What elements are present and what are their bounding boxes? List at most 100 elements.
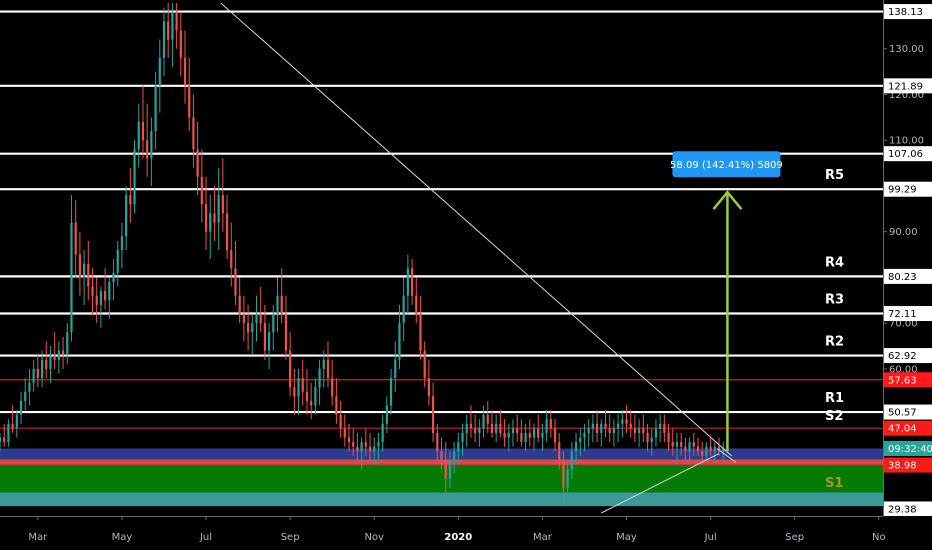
candle-body bbox=[591, 423, 594, 429]
price-tag-text: 50.57 bbox=[888, 408, 917, 419]
price-tag[interactable] bbox=[884, 441, 932, 457]
time-tick-label: Mar bbox=[28, 532, 48, 543]
candle-body bbox=[238, 295, 241, 315]
price-tag[interactable] bbox=[884, 4, 932, 20]
candle-body bbox=[469, 423, 473, 429]
time-axis[interactable]: Mar May Jul Sep Nov 2020 Mar May Jul Sep No bbox=[0, 516, 932, 550]
candle-body bbox=[436, 432, 439, 452]
level-label: R3 bbox=[825, 293, 844, 308]
candle-body bbox=[356, 446, 359, 452]
downtrend-line bbox=[220, 2, 732, 457]
candle-body bbox=[255, 314, 258, 324]
candle-body bbox=[82, 263, 86, 278]
projection-callout-text: 58.09 (142.41%) 5809 bbox=[670, 160, 783, 171]
candle-body bbox=[465, 423, 468, 433]
candle-body bbox=[659, 423, 662, 429]
candle-body bbox=[125, 195, 128, 237]
candle-body bbox=[209, 213, 212, 232]
candle-body bbox=[583, 432, 586, 438]
candle-body bbox=[242, 314, 245, 324]
candle-body bbox=[32, 368, 35, 383]
price-tag[interactable] bbox=[884, 268, 932, 284]
resistance-lines-layer bbox=[0, 10, 883, 414]
candle-body bbox=[406, 268, 409, 296]
price-tag-text: 47.04 bbox=[888, 424, 917, 435]
projection-layer[interactable]: 58.09 (142.41%) 5809 bbox=[670, 151, 783, 452]
candle-body bbox=[293, 387, 296, 397]
candle-body bbox=[108, 282, 111, 301]
price-tick-label: 130.00 bbox=[889, 44, 924, 55]
candle-body bbox=[322, 359, 325, 369]
price-tag[interactable] bbox=[884, 457, 932, 473]
candle-body bbox=[112, 272, 115, 283]
candle-body bbox=[137, 121, 140, 150]
candle-body bbox=[629, 423, 632, 429]
price-tag[interactable] bbox=[884, 372, 932, 388]
candle-body bbox=[377, 442, 380, 447]
candle-body bbox=[347, 437, 351, 443]
level-label-s1: S1 bbox=[825, 476, 843, 491]
price-tag[interactable] bbox=[884, 501, 932, 517]
candle-body bbox=[650, 437, 653, 443]
candle-body bbox=[335, 396, 338, 415]
trendline-layer bbox=[220, 2, 737, 514]
candle-body bbox=[617, 423, 620, 429]
uptrend-line bbox=[601, 453, 720, 514]
candle-body bbox=[15, 414, 18, 429]
candle-body bbox=[448, 460, 452, 479]
candle-body bbox=[268, 332, 271, 351]
candle-body bbox=[431, 396, 435, 433]
candle-body bbox=[183, 57, 187, 86]
candle-body bbox=[276, 295, 279, 315]
candle-body bbox=[553, 428, 557, 443]
price-tick-label: 120.00 bbox=[889, 90, 924, 101]
candle-body bbox=[339, 414, 342, 429]
candle-body bbox=[478, 428, 481, 433]
projection-callout[interactable] bbox=[672, 151, 781, 178]
price-tag[interactable] bbox=[884, 404, 932, 420]
price-tag-text: 29.38 bbox=[888, 504, 917, 515]
candle-body bbox=[284, 314, 288, 351]
candle-body bbox=[19, 400, 23, 415]
price-tag-text: 62.92 bbox=[888, 351, 917, 362]
candle-body bbox=[453, 451, 456, 461]
price-tag[interactable] bbox=[884, 348, 932, 364]
candle-body bbox=[654, 428, 658, 438]
candle-body bbox=[385, 405, 388, 424]
price-tag[interactable] bbox=[884, 306, 932, 322]
price-axis-bg bbox=[883, 0, 932, 516]
candle-body bbox=[360, 442, 363, 452]
price-tag[interactable] bbox=[884, 420, 932, 436]
candle-body bbox=[175, 12, 178, 31]
candle-body bbox=[49, 355, 52, 369]
candle-body bbox=[373, 446, 376, 452]
candle-body bbox=[579, 437, 582, 443]
candle-body bbox=[541, 432, 544, 438]
price-tag[interactable] bbox=[884, 146, 932, 162]
candle-body bbox=[692, 442, 695, 447]
price-tag[interactable] bbox=[884, 181, 932, 197]
time-tick-label: Sep bbox=[281, 532, 300, 543]
candle-body bbox=[364, 442, 367, 447]
candle-body bbox=[675, 442, 679, 447]
candle-body bbox=[104, 291, 107, 301]
candle-body bbox=[389, 378, 393, 406]
price-axis[interactable]: 130.00 120.00 110.00 90.00 70.00 60.00 138.13 1… bbox=[883, 0, 932, 517]
projection-arrow-head bbox=[712, 190, 743, 211]
zone-band bbox=[0, 465, 883, 493]
time-tick-label: May bbox=[616, 532, 637, 543]
price-tag[interactable] bbox=[884, 78, 932, 94]
candle-body bbox=[486, 414, 489, 424]
candle-body bbox=[150, 131, 153, 159]
candle-body bbox=[213, 213, 216, 223]
candle-body bbox=[537, 428, 540, 438]
level-label: R2 bbox=[825, 335, 844, 350]
candle-body bbox=[162, 21, 166, 58]
candle-body bbox=[352, 442, 355, 447]
time-tick-label: May bbox=[112, 532, 133, 543]
candles-layer bbox=[0, 3, 725, 507]
level-label: R4 bbox=[825, 255, 844, 270]
candle-body bbox=[709, 446, 712, 452]
candle-body bbox=[427, 378, 430, 397]
